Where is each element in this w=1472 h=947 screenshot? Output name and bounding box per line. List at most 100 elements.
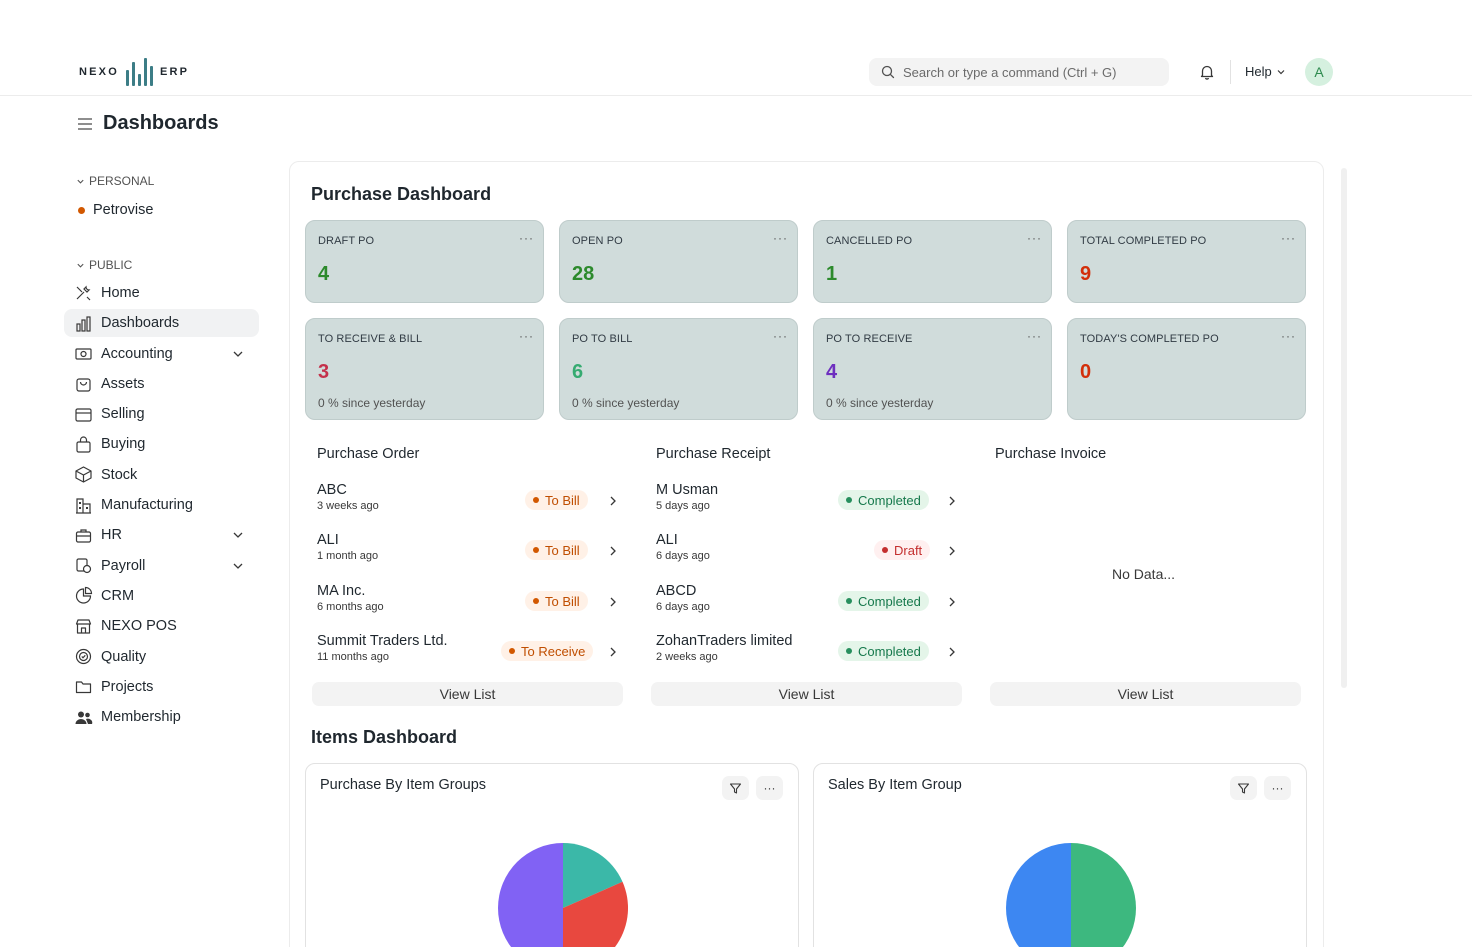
sidebar-item-label: Assets [101, 375, 145, 392]
sidebar-item-stock[interactable]: Stock [64, 461, 259, 489]
row-title: Summit Traders Ltd. [317, 633, 448, 649]
sidebar-item-payroll[interactable]: Payroll [64, 552, 259, 580]
sidebar-item-manufacturing[interactable]: Manufacturing [64, 491, 259, 519]
chevron-right-icon[interactable] [609, 645, 617, 661]
scrollbar[interactable] [1341, 168, 1347, 688]
list-row[interactable]: ALI 1 month ago To Bill [317, 532, 622, 572]
bag-icon [73, 374, 93, 394]
number-card-draft-po[interactable]: DRAFT PO ··· 4 [305, 220, 544, 303]
sidebar-item-quality[interactable]: Quality [64, 643, 259, 671]
sidebar-item-label: Quality [101, 648, 147, 665]
sidebar-item-label: NEXO POS [101, 618, 177, 635]
more-options-icon[interactable]: ··· [773, 231, 788, 245]
chevron-right-icon[interactable] [948, 645, 956, 661]
row-timestamp: 1 month ago [317, 550, 379, 562]
brand-logo[interactable]: NEXO ERP [79, 56, 189, 88]
more-icon: ··· [763, 781, 776, 795]
bar-chart-icon [73, 313, 93, 333]
number-card-cancelled-po[interactable]: CANCELLED PO ··· 1 [813, 220, 1052, 303]
chart-title: Sales By Item Group [828, 777, 962, 793]
chevron-down-icon[interactable] [231, 347, 245, 365]
search-bar[interactable] [869, 58, 1169, 86]
bell-icon[interactable] [1198, 63, 1216, 81]
more-options-icon[interactable]: ··· [1281, 231, 1296, 245]
card-trend: 0 % since yesterday [318, 396, 426, 410]
status-label: To Bill [545, 542, 580, 558]
list-row[interactable]: MA Inc. 6 months ago To Bill [317, 583, 622, 623]
section-toggle-personal[interactable]: PERSONAL [76, 172, 259, 190]
more-options-icon[interactable]: ··· [1027, 231, 1042, 245]
sidebar-item-selling[interactable]: Selling [64, 400, 259, 428]
view-list-button[interactable]: View List [990, 682, 1301, 706]
sidebar-item-hr[interactable]: HR [64, 521, 259, 549]
number-card-to-receive-bill[interactable]: TO RECEIVE & BILL ··· 3 0 % since yesterday [305, 318, 544, 420]
list-row[interactable]: ABC 3 weeks ago To Bill [317, 482, 622, 522]
more-options-button[interactable]: ··· [1264, 776, 1291, 800]
avatar[interactable]: A [1305, 58, 1333, 86]
list-row[interactable]: ABCD 6 days ago Completed [656, 583, 961, 623]
sidebar-item-buying[interactable]: Buying [64, 430, 259, 458]
filter-button[interactable] [722, 776, 749, 800]
pie-icon [73, 586, 93, 606]
view-list-button[interactable]: View List [312, 682, 623, 706]
number-card-open-po[interactable]: OPEN PO ··· 28 [559, 220, 798, 303]
section-toggle-public[interactable]: PUBLIC [76, 256, 259, 274]
sidebar-item-label: CRM [101, 587, 135, 604]
filter-button[interactable] [1230, 776, 1257, 800]
list-row[interactable]: Summit Traders Ltd. 11 months ago To Recei… [317, 633, 622, 673]
items-dashboard-title: Items Dashboard [311, 727, 458, 747]
card-label: CANCELLED PO [826, 235, 913, 247]
sidebar-item-assets[interactable]: Assets [64, 370, 259, 398]
more-options-icon[interactable]: ··· [519, 231, 534, 245]
chevron-right-icon[interactable] [609, 595, 617, 611]
chevron-right-icon[interactable] [609, 494, 617, 510]
view-list-button[interactable]: View List [651, 682, 962, 706]
number-card-po-to-bill[interactable]: PO TO BILL ··· 6 0 % since yesterday [559, 318, 798, 420]
more-options-icon[interactable]: ··· [773, 329, 788, 343]
row-title: M Usman [656, 482, 719, 498]
sidebar-item-label: Petrovise [93, 202, 154, 218]
chevron-down-icon[interactable] [231, 559, 245, 577]
card-label: PO TO BILL [572, 333, 633, 345]
chevron-right-icon[interactable] [948, 544, 956, 560]
more-options-button[interactable]: ··· [756, 776, 783, 800]
chevron-right-icon[interactable] [609, 544, 617, 560]
brand-word-left: NEXO [79, 66, 119, 78]
sidebar-item-home[interactable]: Home [64, 279, 259, 307]
chevron-down-icon [1277, 69, 1285, 74]
chevron-down-icon[interactable] [231, 528, 245, 546]
list-row[interactable]: M Usman 5 days ago Completed [656, 482, 961, 522]
page-header: Dashboards [77, 112, 219, 135]
payroll-icon [73, 556, 93, 576]
sidebar-item-projects[interactable]: Projects [64, 673, 259, 701]
sidebar-item-nexo-pos[interactable]: NEXO POS [64, 612, 259, 640]
number-card-total-completed-po[interactable]: TOTAL COMPLETED PO ··· 9 [1067, 220, 1306, 303]
chevron-right-icon[interactable] [948, 494, 956, 510]
card-label: TODAY'S COMPLETED PO [1080, 333, 1219, 345]
pie-slice [1071, 843, 1136, 947]
chevron-down-icon [77, 179, 84, 184]
more-options-icon[interactable]: ··· [519, 329, 534, 343]
sidebar-item-crm[interactable]: CRM [64, 582, 259, 610]
card-icon [73, 404, 93, 424]
list-row[interactable]: ZohanTraders limited 2 weeks ago Completed [656, 633, 961, 673]
help-dropdown[interactable]: Help [1245, 64, 1286, 79]
card-value: 6 [572, 361, 584, 383]
more-options-icon[interactable]: ··· [1027, 329, 1042, 343]
sidebar-item-accounting[interactable]: Accounting [64, 340, 259, 368]
card-label: DRAFT PO [318, 235, 375, 247]
list-row[interactable]: ALI 6 days ago Draft [656, 532, 961, 572]
sidebar-item-petrovise[interactable]: Petrovise [64, 196, 259, 224]
number-card-today-s-completed-po[interactable]: TODAY'S COMPLETED PO ··· 0 [1067, 318, 1306, 420]
number-card-po-to-receive[interactable]: PO TO RECEIVE ··· 4 0 % since yesterday [813, 318, 1052, 420]
row-timestamp: 2 weeks ago [656, 651, 718, 663]
chevron-right-icon[interactable] [948, 595, 956, 611]
sidebar-item-dashboards[interactable]: Dashboards [64, 309, 259, 338]
status-label: Completed [858, 643, 921, 659]
sidebar-item-label: Payroll [101, 557, 146, 574]
menu-icon[interactable] [77, 116, 93, 132]
sidebar-item-membership[interactable]: Membership [64, 703, 259, 731]
status-label: Draft [894, 542, 923, 558]
more-options-icon[interactable]: ··· [1281, 329, 1296, 343]
search-input[interactable] [903, 64, 1163, 80]
